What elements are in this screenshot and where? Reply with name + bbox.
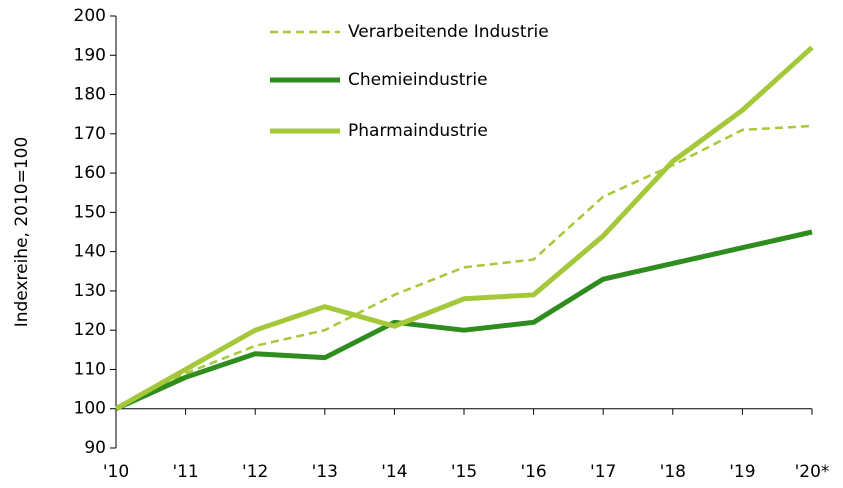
x-tick-label: '15: [451, 462, 477, 482]
y-tick-label: 120: [74, 320, 106, 340]
y-tick-label: 110: [74, 359, 106, 379]
y-tick-label: 180: [74, 85, 106, 105]
y-tick-label: 200: [74, 6, 106, 26]
series-line: [115, 124, 813, 410]
y-tick-label: 160: [74, 163, 106, 183]
y-tick-label: 100: [74, 399, 106, 419]
x-tick-label: '12: [242, 462, 268, 482]
x-tick-label: '13: [312, 462, 338, 482]
y-tick-label: 140: [74, 242, 106, 262]
y-tick-label: 90: [84, 438, 106, 458]
y-tick-label: 130: [74, 281, 106, 301]
series-line: [114, 45, 814, 411]
y-axis-label: Indexreihe, 2010=100: [12, 137, 32, 328]
x-tick-label: '11: [172, 462, 198, 482]
x-tick-label: '10: [103, 462, 129, 482]
y-tick-label: 190: [74, 45, 106, 65]
series-line: [114, 229, 813, 412]
legend-label: Pharmaindustrie: [348, 121, 488, 141]
legend-label: Verarbeitende Industrie: [348, 22, 549, 42]
legend-label: Chemieindustrie: [348, 70, 488, 90]
x-tick-label: '19: [729, 462, 755, 482]
x-tick-label: '14: [381, 462, 407, 482]
y-tick-label: 150: [74, 202, 106, 222]
x-tick-label: '17: [590, 462, 616, 482]
x-tick-label: '20*: [795, 462, 830, 482]
x-tick-label: '16: [520, 462, 546, 482]
y-tick-label: 170: [74, 124, 106, 144]
x-tick-label: '18: [660, 462, 686, 482]
